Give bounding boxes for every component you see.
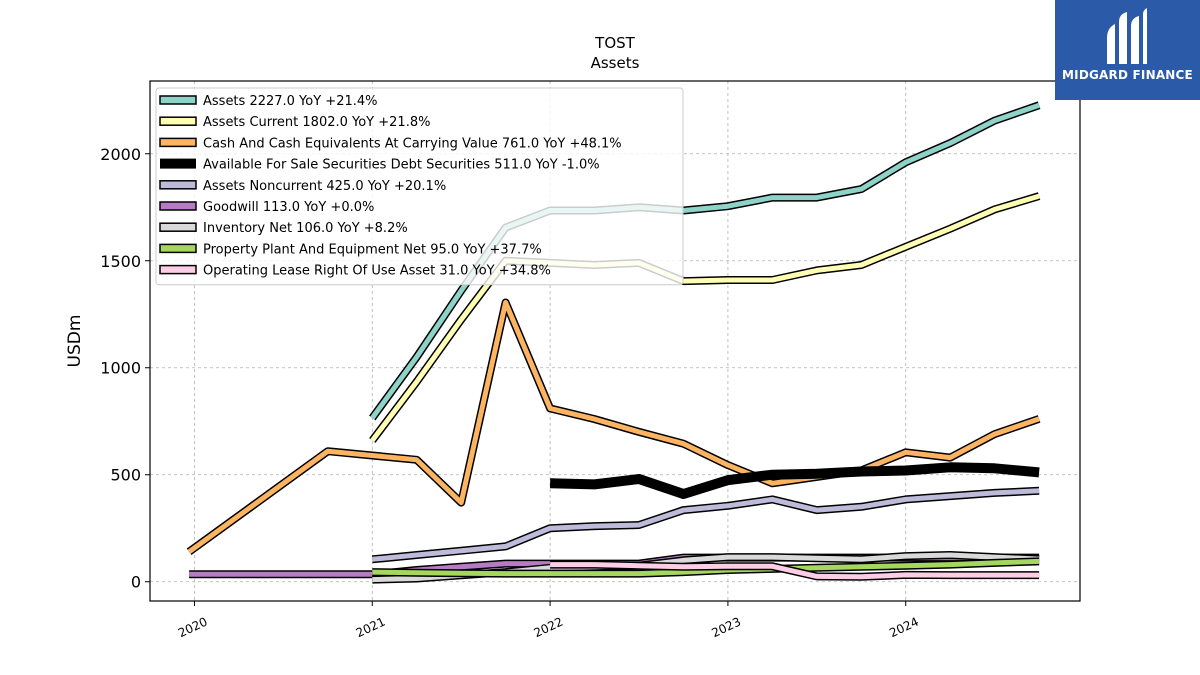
legend-swatch — [159, 137, 197, 148]
legend-label: Operating Lease Right Of Use Asset 31.0 … — [203, 264, 551, 279]
series-line-2 — [186, 298, 1041, 556]
legend-label: Assets 2227.0 YoY +21.4% — [203, 94, 378, 109]
legend-label: Assets Current 1802.0 YoY +21.8% — [203, 115, 430, 130]
y-axis-label: USDm — [65, 315, 85, 368]
x-tick-label: 2023 — [709, 615, 743, 641]
legend: Assets 2227.0 YoY +21.4% Assets Current 1… — [155, 87, 684, 286]
series-line-7 — [372, 557, 1040, 578]
series-line-4 — [371, 486, 1040, 564]
brand-logo: MIDGARD FINANCE — [1055, 0, 1200, 100]
legend-item: Assets 2227.0 YoY +21.4% — [159, 94, 378, 109]
legend-label: Cash And Cash Equivalents At Carrying Va… — [203, 136, 622, 151]
legend-item: Assets Noncurrent 425.0 YoY +20.1% — [159, 179, 446, 194]
legend-item: Cash And Cash Equivalents At Carrying Va… — [159, 136, 622, 151]
legend-item: Goodwill 113.0 YoY +0.0% — [159, 200, 374, 215]
legend-item: Assets Current 1802.0 YoY +21.8% — [159, 115, 430, 130]
chart-subtitle: Assets — [591, 54, 640, 72]
y-tick-label: 0 — [131, 573, 141, 592]
y-tick-label: 2000 — [100, 145, 141, 164]
y-tick-label: 500 — [110, 466, 141, 485]
y-tick-label: 1500 — [100, 252, 141, 271]
x-tick-label: 2022 — [532, 615, 566, 641]
chart-title: TOST — [594, 34, 635, 52]
logo-mark-icon — [1107, 8, 1147, 64]
legend-swatch — [159, 243, 197, 254]
legend-label: Available For Sale Securities Debt Secur… — [203, 158, 600, 173]
y-tick-label: 1000 — [100, 359, 141, 378]
series-stroke — [187, 300, 1040, 554]
series-stroke — [549, 462, 1040, 499]
legend-swatch — [159, 180, 197, 190]
series-line-8 — [550, 560, 1040, 581]
legend-swatch — [159, 116, 197, 126]
series-stroke — [550, 562, 1040, 580]
legend-item: Operating Lease Right Of Use Asset 31.0 … — [159, 264, 551, 279]
legend-swatch — [159, 222, 197, 232]
legend-item: Available For Sale Securities Debt Secur… — [160, 158, 600, 173]
series-stroke — [370, 193, 1040, 443]
legend-label: Assets Noncurrent 425.0 YoY +20.1% — [203, 179, 446, 194]
legend-swatch — [159, 264, 197, 275]
brand-name: MIDGARD FINANCE — [1062, 68, 1193, 82]
legend-box — [155, 87, 684, 286]
x-tick-label: 2020 — [176, 615, 210, 641]
series-stroke — [372, 488, 1040, 562]
x-tick-label: 2024 — [887, 615, 921, 641]
series-line-3 — [549, 462, 1040, 499]
legend-item: Property Plant And Equipment Net 95.0 Yo… — [159, 242, 542, 257]
plot-frame — [149, 80, 1081, 602]
legend-item: Inventory Net 106.0 YoY +8.2% — [159, 221, 408, 236]
legend-swatch — [159, 201, 197, 211]
legend-label: Inventory Net 106.0 YoY +8.2% — [203, 221, 408, 236]
series-stroke — [372, 558, 1040, 577]
legend-swatch — [159, 95, 197, 105]
x-tick-label: 2021 — [354, 615, 388, 641]
legend-label: Goodwill 113.0 YoY +0.0% — [203, 200, 374, 215]
series-line-1 — [369, 192, 1041, 443]
legend-swatch — [160, 158, 196, 169]
series-lines — [186, 101, 1041, 584]
legend-label: Property Plant And Equipment Net 95.0 Yo… — [203, 242, 542, 257]
